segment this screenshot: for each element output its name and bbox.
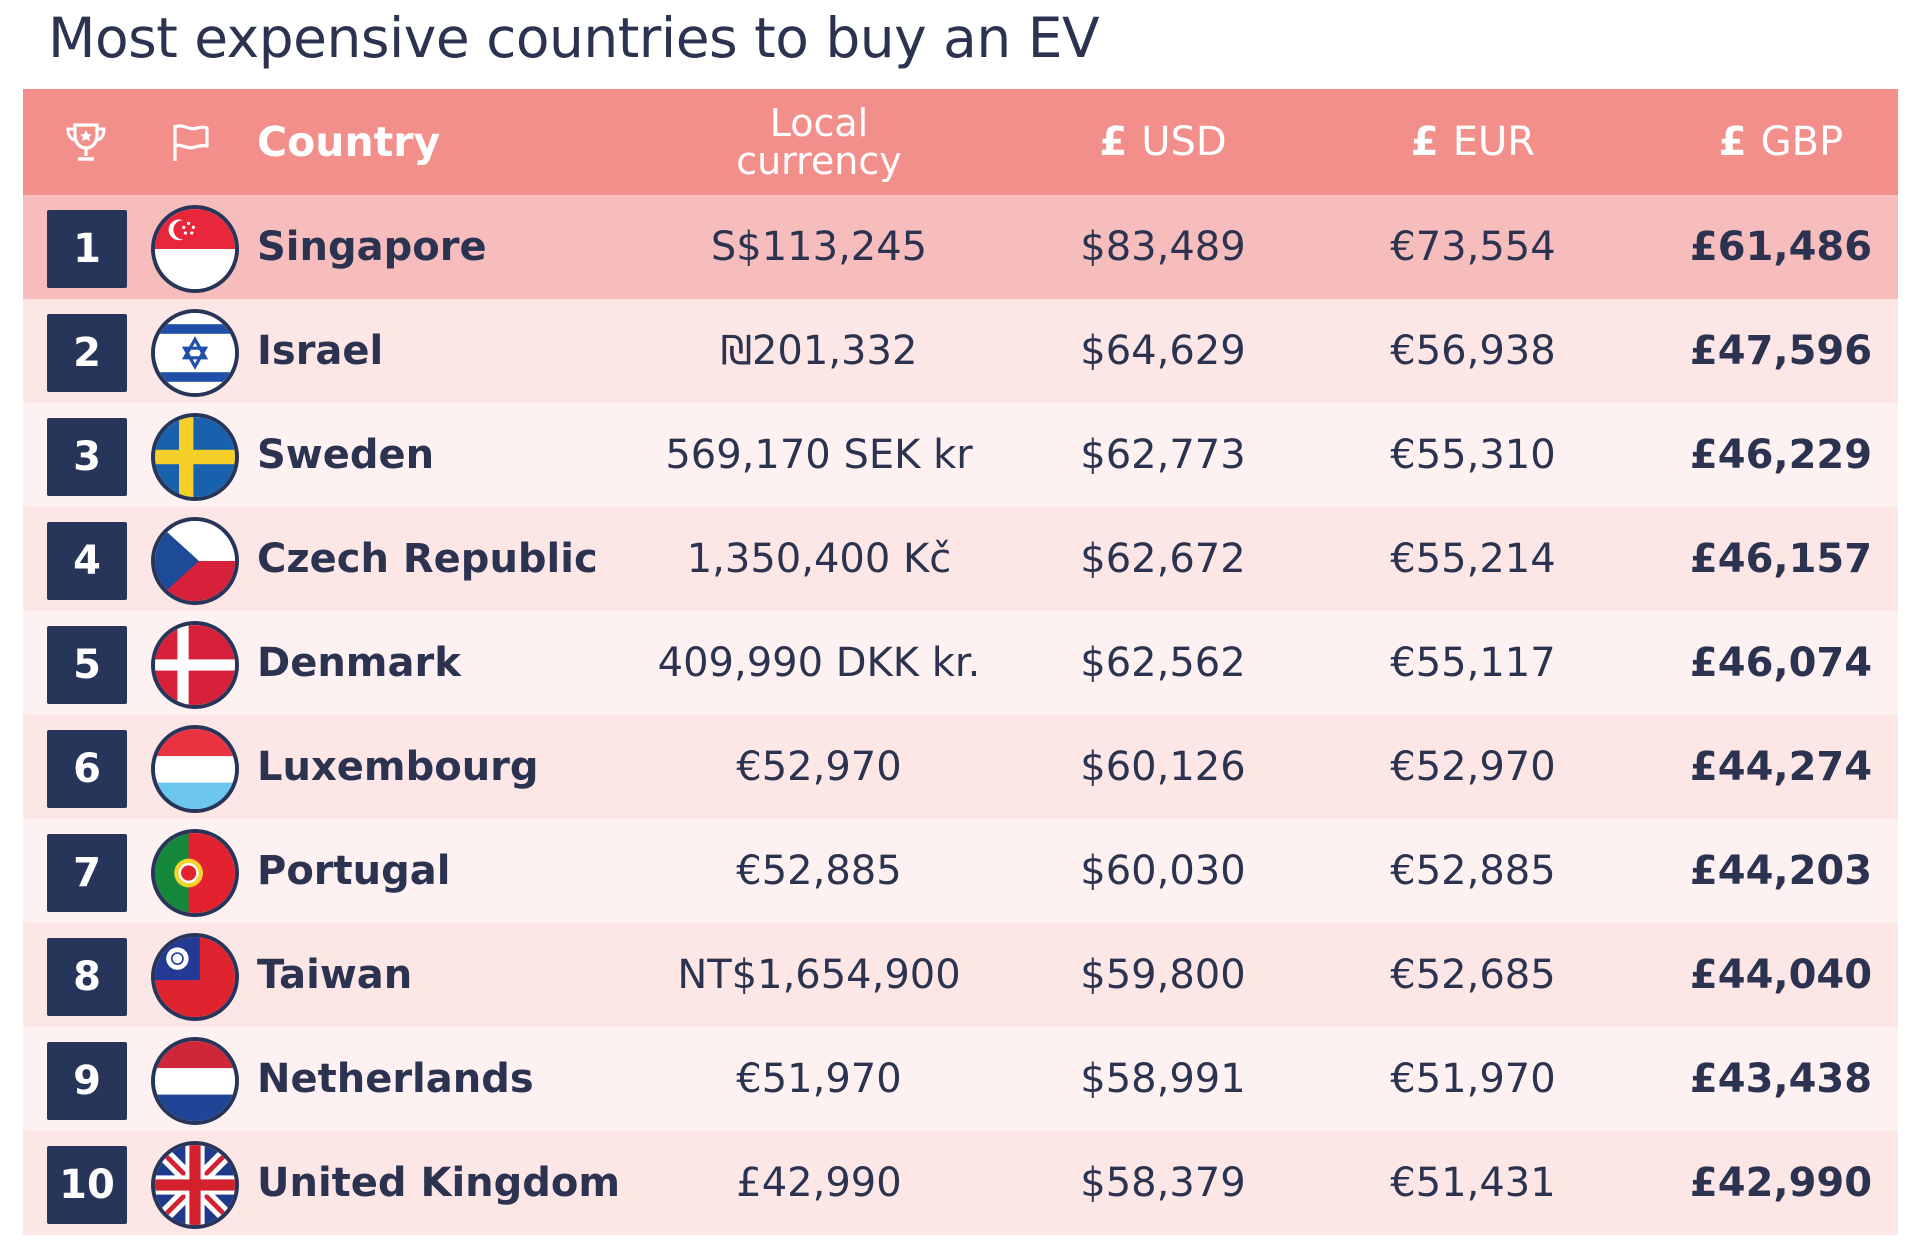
eur-price: €56,938 <box>1390 328 1556 374</box>
eur-price: €52,685 <box>1390 952 1556 998</box>
table-header: Country Local currency £ USD £ EUR £ GBP <box>23 89 1898 195</box>
local-currency-price: NT$1,654,900 <box>677 952 961 998</box>
usd-price: $60,126 <box>1080 744 1246 790</box>
table-row: 3 Sweden 569,170 SEK kr $62,773 €55,310 £46,2… <box>23 403 1898 507</box>
czech-flag-icon <box>151 517 239 605</box>
table-row: 5 Denmark 409,990 DKK kr. $62,562 €55,117 £46… <box>23 611 1898 715</box>
gbp-price: £46,074 <box>1689 640 1873 686</box>
usd-price: $62,672 <box>1080 536 1246 582</box>
gbp-price: £46,229 <box>1689 432 1873 478</box>
table-row: 9 Netherlands €51,970 $58,991 €51,970 £43,438 <box>23 1027 1898 1131</box>
netherlands-flag-icon <box>151 1037 239 1125</box>
table-row: 10 United Kingdom £42,990 $58,379 €51,431 £42… <box>23 1131 1898 1235</box>
usd-price: $83,489 <box>1080 224 1246 270</box>
rank-badge: 1 <box>47 210 127 288</box>
local-currency-price: S$113,245 <box>710 224 928 270</box>
country-name: Israel <box>257 328 384 374</box>
uk-flag-icon <box>151 1141 239 1229</box>
country-name: Luxembourg <box>257 744 539 790</box>
denmark-flag-icon <box>151 621 239 709</box>
local-currency-price: 409,990 DKK kr. <box>657 640 981 686</box>
luxembourg-flag-icon <box>151 725 239 813</box>
portugal-flag-icon <box>151 829 239 917</box>
rank-badge: 6 <box>47 730 127 808</box>
eur-price: €52,885 <box>1390 848 1556 894</box>
gbp-price: £43,438 <box>1689 1056 1873 1102</box>
eur-price: €51,970 <box>1390 1056 1556 1102</box>
rank-badge: 9 <box>47 1042 127 1120</box>
header-eur: £ EUR <box>1410 119 1536 165</box>
israel-flag-icon <box>151 309 239 397</box>
eur-price: €55,117 <box>1390 640 1556 686</box>
gbp-price: £42,990 <box>1689 1160 1873 1206</box>
country-name: Taiwan <box>257 952 413 998</box>
local-currency-price: ₪201,332 <box>720 328 918 374</box>
rank-badge: 8 <box>47 938 127 1016</box>
gbp-price: £44,274 <box>1689 744 1873 790</box>
header-usd: £ USD <box>1099 119 1227 165</box>
header-local-currency: Local currency <box>736 101 902 183</box>
table-row: 8 Taiwan NT$1,654,900 $59,800 €52,685 £44,040 <box>23 923 1898 1027</box>
eur-price: €55,310 <box>1390 432 1556 478</box>
header-country: Country <box>257 118 441 166</box>
taiwan-flag-icon <box>151 933 239 1021</box>
table-row: 1 Singapore S$113,245 $83,489 €73,554 £61,486 <box>23 195 1898 299</box>
country-name: Singapore <box>257 224 487 270</box>
rank-badge: 3 <box>47 418 127 496</box>
usd-price: $64,629 <box>1080 328 1246 374</box>
singapore-flag-icon <box>151 205 239 293</box>
page-title: Most expensive countries to buy an EV <box>48 6 1100 70</box>
local-currency-price: 569,170 SEK kr <box>665 432 973 478</box>
table-row: 7 Portugal €52,885 $60,030 €52,885 £44,203 <box>23 819 1898 923</box>
gbp-price: £46,157 <box>1689 536 1873 582</box>
table-body: 1 Singapore S$113,245 $83,489 €73,554 £61,486… <box>23 195 1898 1235</box>
local-currency-price: €52,885 <box>736 848 902 894</box>
eur-price: €52,970 <box>1390 744 1556 790</box>
usd-price: $59,800 <box>1080 952 1246 998</box>
local-currency-price: 1,350,400 Kč <box>686 536 952 582</box>
usd-price: $62,562 <box>1080 640 1246 686</box>
table-row: 6 Luxembourg €52,970 $60,126 €52,970 £44,274 <box>23 715 1898 819</box>
usd-price: $58,379 <box>1080 1160 1246 1206</box>
country-name: Czech Republic <box>257 536 598 582</box>
gbp-price: £44,040 <box>1689 952 1873 998</box>
rank-badge: 4 <box>47 522 127 600</box>
gbp-price: £44,203 <box>1689 848 1873 894</box>
eur-price: €55,214 <box>1390 536 1556 582</box>
flag-icon <box>163 89 217 195</box>
usd-price: $62,773 <box>1080 432 1246 478</box>
trophy-icon <box>59 89 113 195</box>
header-gbp: £ GBP <box>1718 119 1844 165</box>
eur-price: €73,554 <box>1390 224 1556 270</box>
local-currency-price: €52,970 <box>736 744 902 790</box>
country-name: United Kingdom <box>257 1160 621 1206</box>
usd-price: $58,991 <box>1080 1056 1246 1102</box>
local-currency-price: €51,970 <box>736 1056 902 1102</box>
table-row: 2 Israel ₪201,332 $64,629 €56,938 £47,596 <box>23 299 1898 403</box>
country-name: Sweden <box>257 432 435 478</box>
table-row: 4 Czech Republic 1,350,400 Kč $62,672 €55,21… <box>23 507 1898 611</box>
rank-badge: 2 <box>47 314 127 392</box>
sweden-flag-icon <box>151 413 239 501</box>
country-name: Netherlands <box>257 1056 534 1102</box>
country-name: Denmark <box>257 640 461 686</box>
rank-badge: 5 <box>47 626 127 704</box>
gbp-price: £47,596 <box>1689 328 1873 374</box>
rank-badge: 7 <box>47 834 127 912</box>
ev-price-table: Country Local currency £ USD £ EUR £ GBP 1 Si… <box>23 89 1898 1235</box>
gbp-price: £61,486 <box>1689 224 1873 270</box>
eur-price: €51,431 <box>1390 1160 1556 1206</box>
usd-price: $60,030 <box>1080 848 1246 894</box>
local-currency-price: £42,990 <box>736 1160 902 1206</box>
country-name: Portugal <box>257 848 451 894</box>
rank-badge: 10 <box>47 1146 127 1224</box>
